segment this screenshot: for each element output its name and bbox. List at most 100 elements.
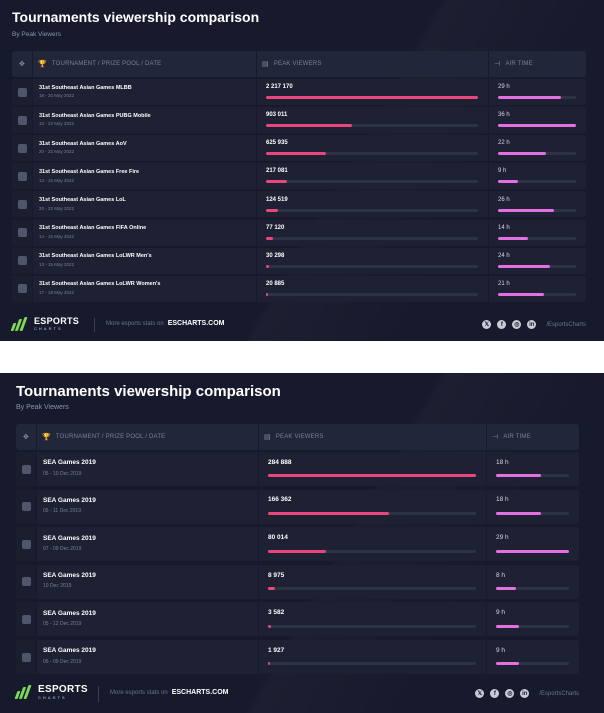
column-divider (32, 275, 33, 302)
facebook-icon[interactable]: f (490, 689, 500, 698)
table-row[interactable]: 31st Southeast Asian Games LoLWR Men's 13… (12, 247, 586, 274)
esports-charts-logo[interactable]: ESPORTS CHARTS (14, 684, 88, 700)
column-divider (256, 247, 257, 274)
tournament-name[interactable]: 31st Southeast Asian Games AoV (39, 140, 127, 147)
column-divider (36, 452, 37, 486)
tournament-name[interactable]: 31st Southeast Asian Games MLBB (39, 84, 132, 91)
tournament-name[interactable]: 31st Southeast Asian Games LoLWR Men's (39, 253, 152, 260)
air-time-value: 26 h (498, 196, 510, 203)
column-header-label: PEAK VIEWERS (273, 61, 322, 67)
table-row[interactable]: 31st Southeast Asian Games MLBB 18 - 20 M… (12, 79, 586, 105)
peak-viewers-value: 625 935 (266, 140, 288, 147)
table-row[interactable]: SEA Games 2019 06 - 09 Dec 2019 1 927 9 h (16, 640, 579, 674)
table-row[interactable]: SEA Games 2019 05 - 11 Dec 2019 166 362 18 … (16, 489, 579, 524)
column-divider (258, 640, 259, 674)
linkedin-icon[interactable]: in (527, 320, 537, 329)
tournament-name[interactable]: 31st Southeast Asian Games LoL (39, 197, 126, 204)
table-row[interactable]: 31st Southeast Asian Games LoL 20 - 22 Ma… (12, 191, 586, 218)
table-row[interactable]: 31st Southeast Asian Games PUBG Mobile 10… (12, 107, 586, 134)
air-time-value: 18 h (496, 458, 509, 466)
peak-viewers-bar (266, 236, 274, 240)
air-time-track (496, 474, 569, 478)
air-time-value: 29 h (498, 84, 510, 91)
chart-footer: ESPORTS CHARTS More esports stats on ESCHAR… (0, 684, 604, 702)
column-divider (36, 640, 37, 674)
air-time-track (498, 236, 576, 240)
tournament-name[interactable]: 31st Southeast Asian Games Free Fire (39, 169, 140, 176)
air-time-column-header: ⊣ AIR TIME (492, 424, 531, 450)
air-time-track (496, 587, 569, 591)
column-divider (256, 275, 257, 302)
air-time-bar (498, 264, 550, 268)
peak-viewers-track (268, 624, 476, 628)
game-logo-cell (16, 640, 36, 674)
table-row[interactable]: SEA Games 2019 05 - 12 Dec 2019 3 582 9 h (16, 602, 579, 637)
gamepad-icon: ✥ (18, 61, 26, 68)
linkedin-icon[interactable]: in (520, 689, 530, 698)
peak-viewers-bar (266, 180, 287, 184)
game-logo-icon (17, 284, 27, 294)
air-time-bar (498, 152, 546, 156)
tournament-name[interactable]: SEA Games 2019 (43, 497, 96, 505)
peak-viewers-value: 3 582 (268, 609, 285, 617)
air-time-track (496, 662, 569, 666)
air-time-bar (496, 549, 569, 553)
game-logo-icon (21, 652, 31, 662)
column-divider (486, 602, 487, 637)
column-divider (488, 219, 489, 246)
facebook-icon[interactable]: f (497, 320, 507, 329)
table-row[interactable]: SEA Games 2019 10 Dec 2019 8 975 8 h (16, 564, 579, 599)
table-row[interactable]: 31st Southeast Asian Games AoV 20 - 22 Ma… (12, 135, 586, 162)
game-logo-icon (17, 199, 27, 209)
column-header-label: PEAK VIEWERS (275, 434, 324, 440)
column-header-label: TOURNAMENT / PRIZE POOL / DATE (51, 61, 162, 67)
tournament-date: 13 - 15 May 2022 (39, 261, 75, 267)
instagram-icon[interactable]: ◎ (505, 689, 515, 698)
tournament-name[interactable]: 31st Southeast Asian Games FIFA Online (39, 225, 147, 232)
table-row[interactable]: SEA Games 2019 07 - 09 Dec 2019 80 014 29 h (16, 527, 579, 562)
air-time-track (498, 180, 576, 184)
tournament-name[interactable]: SEA Games 2019 (43, 609, 96, 617)
chart-panel: Tournaments viewership comparison By Peak… (0, 373, 604, 713)
air-time-value: 9 h (496, 609, 506, 617)
tournament-name[interactable]: SEA Games 2019 (43, 534, 96, 542)
table-row[interactable]: 31st Southeast Asian Games LoLWR Women's… (12, 275, 586, 302)
tournament-name[interactable]: SEA Games 2019 (43, 459, 96, 467)
site-link[interactable]: ESCHARTS.COM (167, 320, 225, 327)
air-time-value: 22 h (498, 140, 510, 147)
peak-viewers-track (266, 264, 478, 268)
instagram-icon[interactable]: ◎ (512, 320, 522, 329)
game-column-header: ✥ (16, 424, 36, 450)
air-time-value: 21 h (498, 280, 510, 287)
column-divider (258, 452, 259, 486)
trophy-icon: 🏆 (38, 61, 47, 68)
tournament-name[interactable]: 31st Southeast Asian Games LoLWR Women's (39, 281, 161, 288)
tournament-name[interactable]: SEA Games 2019 (43, 572, 96, 580)
tournament-name[interactable]: 31st Southeast Asian Games PUBG Mobile (39, 112, 151, 119)
twitter-icon[interactable]: 𝕏 (475, 689, 485, 698)
table-row[interactable]: 31st Southeast Asian Games Free Fire 13 -… (12, 163, 586, 190)
peak-viewers-bar (268, 624, 271, 628)
peak-viewers-track (266, 292, 478, 296)
table-row[interactable]: SEA Games 2019 05 - 10 Dec 2019 284 888 18 … (16, 452, 579, 486)
game-logo-cell (12, 163, 32, 190)
column-divider (256, 191, 257, 218)
logo-wordmark: ESPORTS CHARTS (34, 316, 79, 331)
peak-viewers-track (268, 512, 476, 516)
site-link[interactable]: ESCHARTS.COM (171, 689, 229, 696)
twitter-icon[interactable]: 𝕏 (482, 320, 492, 329)
table-row[interactable]: 31st Southeast Asian Games FIFA Online 14… (12, 219, 586, 246)
game-logo-icon (17, 115, 27, 125)
chart-panel: Tournaments viewership comparison By Peak… (0, 0, 604, 341)
social-handle[interactable]: /EsportsCharts (539, 690, 579, 697)
social-handle[interactable]: /EsportsCharts (546, 321, 586, 328)
column-divider (488, 135, 489, 162)
peak-viewers-track (268, 662, 476, 666)
table-header: ✥ 🏆 TOURNAMENT / PRIZE POOL / DATE ▤ PEAK VI… (16, 424, 579, 450)
peak-viewers-bar (268, 512, 390, 516)
tournament-name[interactable]: SEA Games 2019 (43, 647, 96, 655)
column-divider (486, 564, 487, 599)
game-logo-cell (12, 135, 32, 162)
esports-charts-logo[interactable]: ESPORTS CHARTS (10, 316, 79, 331)
logo-mark-icon (10, 316, 30, 331)
